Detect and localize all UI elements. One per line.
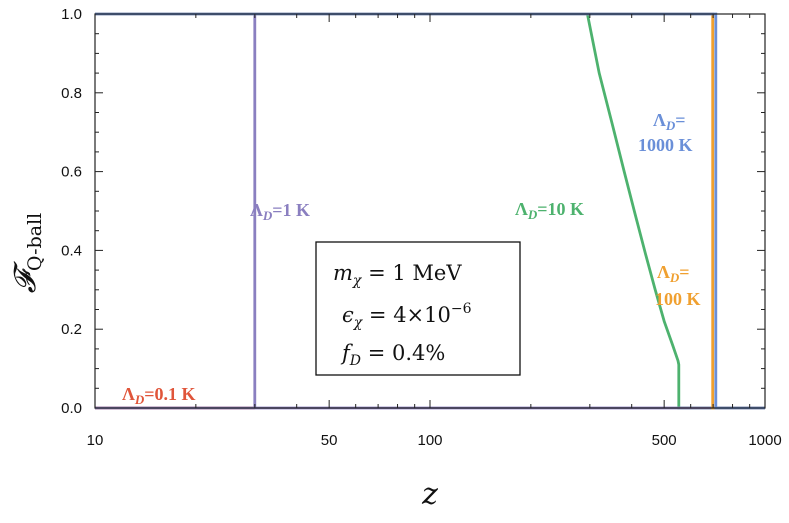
y-tick-label: 0.2: [61, 321, 82, 338]
param-epsilon: ϵχ = 4×10−6: [342, 301, 472, 331]
parameter-box-frame: [315, 241, 521, 376]
y-tick-label: 1.0: [61, 6, 82, 23]
y-tick-label: 0.6: [61, 164, 82, 181]
x-tick-label: 100: [417, 432, 442, 449]
param-mass: mχ = 1 MeV: [333, 261, 462, 289]
x-tick-label: 1000: [748, 432, 781, 449]
x-tick-label: 50: [321, 432, 338, 449]
series-labels: ΛD=0.1 K ΛD=1 K ΛD=10 K ΛD= 100 K ΛD= 10…: [122, 110, 701, 407]
series-label-1K: ΛD=1 K: [250, 200, 310, 223]
series-label-0.1K: ΛD=0.1 K: [122, 384, 196, 407]
y-tick-label: 0.4: [61, 242, 82, 259]
series-label-1000K-value: 1000 K: [638, 135, 693, 155]
x-tick-label: 500: [652, 432, 677, 449]
series-label-100K-value: 100 K: [655, 289, 701, 309]
y-tick-label: 0.0: [61, 400, 82, 417]
y-tick-label: 0.8: [61, 85, 82, 102]
param-fraction: fD = 0.4%: [340, 341, 445, 369]
series-label-100K: ΛD=: [657, 262, 690, 285]
parameter-box: mχ = 1 MeV ϵχ = 4×10−6 fD = 0.4%: [315, 241, 521, 376]
series-label-1000K: ΛD=: [653, 110, 686, 133]
y-axis-title: 𝓕Q-ball: [8, 213, 46, 293]
series-label-10K: ΛD=10 K: [515, 199, 584, 222]
series-line-2: [586, 13, 765, 410]
x-tick-label: 10: [87, 432, 104, 449]
y-axis-title-text: 𝓕Q-ball: [8, 213, 46, 293]
ticks: 10 50 100 500 1000 0.0 0.2 0.4 0.6 0.8 1.0: [61, 6, 782, 449]
x-axis-title: z: [421, 477, 438, 512]
